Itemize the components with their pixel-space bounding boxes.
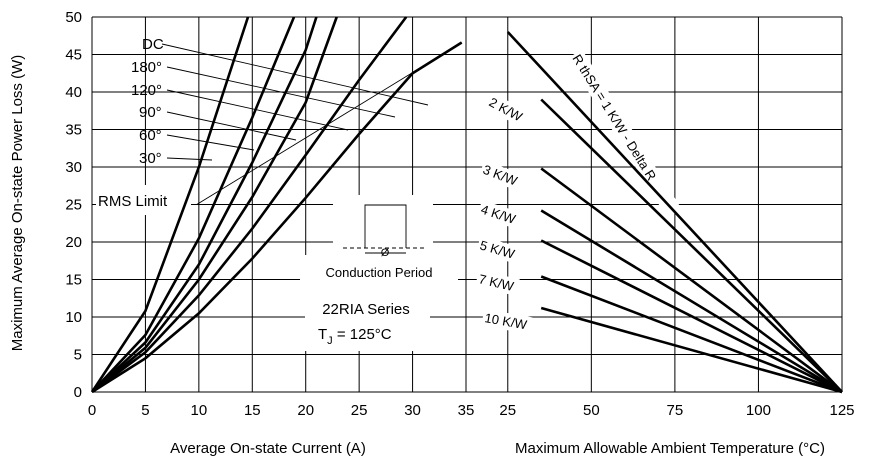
- tick-labels: 0 5 10 15 20 25 30 35 40 45 50 0 5 10 15 20 25 30 35 25 50 75…: [65, 9, 854, 419]
- conduction-waveform: [364, 204, 407, 248]
- legend-label: DC: [142, 36, 164, 53]
- x-tick-label-right: 100: [746, 402, 771, 419]
- thermal-resistance-label: R thSA = 1 K/W - Delta R: [569, 52, 659, 183]
- y-tick-label: 15: [65, 272, 82, 289]
- label-mask: [484, 92, 530, 128]
- label-mask: [300, 255, 458, 285]
- y-tick-label: 25: [65, 197, 82, 214]
- label-mask: [567, 49, 681, 217]
- thermal-line-2: [540, 167, 843, 394]
- curve-30: [90, 16, 250, 393]
- legend-leader: [166, 157, 213, 161]
- y-axis-title: Maximum Average On-state Power Loss (W): [9, 55, 26, 351]
- thermal-line-0: [506, 31, 843, 393]
- x-tick-label-right: 50: [583, 402, 600, 419]
- legend-leader: [166, 66, 396, 118]
- label-mask: [476, 200, 523, 230]
- y-tick-label: 30: [65, 159, 82, 176]
- label-mask: [96, 185, 191, 215]
- curve-120: [91, 16, 338, 394]
- x-tick-label: 0: [88, 402, 96, 419]
- y-tick-label: 35: [65, 122, 82, 139]
- y-tick-label: 40: [65, 84, 82, 101]
- junction-temp-label: TJ = 125°C: [318, 326, 392, 347]
- label-mask: [478, 160, 525, 192]
- grid-lines: [91, 16, 843, 393]
- x-tick-label: 20: [297, 402, 314, 419]
- legend-label: 120°: [131, 82, 162, 99]
- y-tick-label: 0: [74, 384, 82, 401]
- rms-limit-line: [196, 42, 462, 205]
- thermal-resistance-label: 2 K/W: [487, 94, 526, 124]
- series-label: 22RIA Series: [322, 301, 410, 318]
- label-mask: [333, 195, 433, 255]
- x-tick-label: 10: [191, 402, 208, 419]
- thermal-resistance-label: 3 K/W: [481, 162, 520, 189]
- y-tick-label: 45: [65, 47, 82, 64]
- y-tick-label: 10: [65, 309, 82, 326]
- label-mask: [475, 235, 522, 264]
- y-tick-label: 20: [65, 234, 82, 251]
- x-tick-label-right: 25: [499, 402, 516, 419]
- curve-180: [91, 16, 408, 394]
- thermal-line-1: [540, 98, 843, 393]
- x-tick-label: 25: [351, 402, 368, 419]
- thermal-resistance-label: 10 K/W: [483, 310, 528, 332]
- thermal-line-5: [540, 275, 843, 394]
- curve-dc: [91, 41, 463, 394]
- x-axis-title-right: Maximum Allowable Ambient Temperature (°…: [515, 440, 825, 457]
- phi-symbol: Ø: [381, 247, 390, 259]
- x-tick-label: 35: [458, 402, 475, 419]
- conduction-period-label: Conduction Period: [326, 265, 433, 280]
- y-tick-label: 50: [65, 9, 82, 26]
- thermal-line-6: [540, 306, 843, 394]
- x-axis-title-left: Average On-state Current (A): [170, 440, 366, 457]
- legend-leader: [166, 111, 297, 141]
- thermal-line-3: [540, 209, 843, 394]
- legend-label: 180°: [131, 59, 162, 76]
- legend-label: 30°: [139, 150, 162, 167]
- x-tick-label: 5: [141, 402, 149, 419]
- legend-label: 60°: [139, 127, 162, 144]
- x-tick-label: 30: [404, 402, 421, 419]
- x-tick-label-right: 125: [829, 402, 854, 419]
- curves: [90, 16, 843, 394]
- label-mask: [305, 285, 430, 351]
- legend-label: 90°: [139, 104, 162, 121]
- thermal-line-4: [540, 239, 843, 394]
- label-mask: [475, 269, 520, 296]
- curve-90: [91, 16, 318, 393]
- legend-leader: [166, 89, 349, 131]
- y-tick-label: 5: [74, 347, 82, 364]
- rms-limit-label: RMS Limit: [98, 193, 168, 210]
- legend-leader: [161, 43, 429, 106]
- label-mask: [481, 308, 534, 335]
- x-tick-label: 15: [244, 402, 261, 419]
- legend-leader: [166, 134, 255, 151]
- curve-60: [91, 16, 296, 393]
- x-tick-label-right: 75: [667, 402, 684, 419]
